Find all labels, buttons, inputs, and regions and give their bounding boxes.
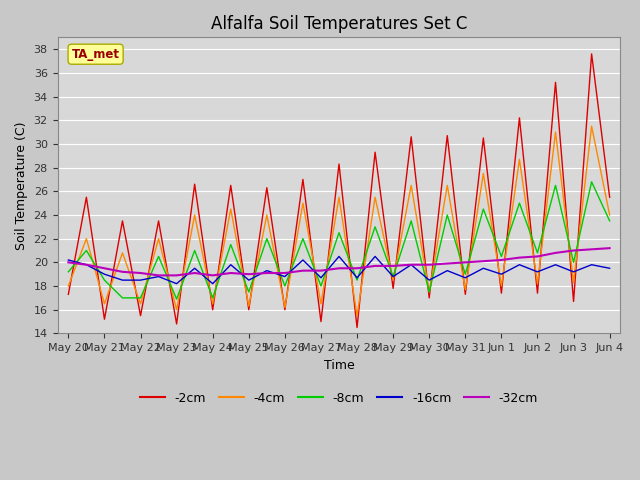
Legend: -2cm, -4cm, -8cm, -16cm, -32cm: -2cm, -4cm, -8cm, -16cm, -32cm [135,387,543,410]
Text: TA_met: TA_met [72,48,120,60]
Title: Alfalfa Soil Temperatures Set C: Alfalfa Soil Temperatures Set C [211,15,467,33]
Y-axis label: Soil Temperature (C): Soil Temperature (C) [15,121,28,250]
X-axis label: Time: Time [324,359,355,372]
